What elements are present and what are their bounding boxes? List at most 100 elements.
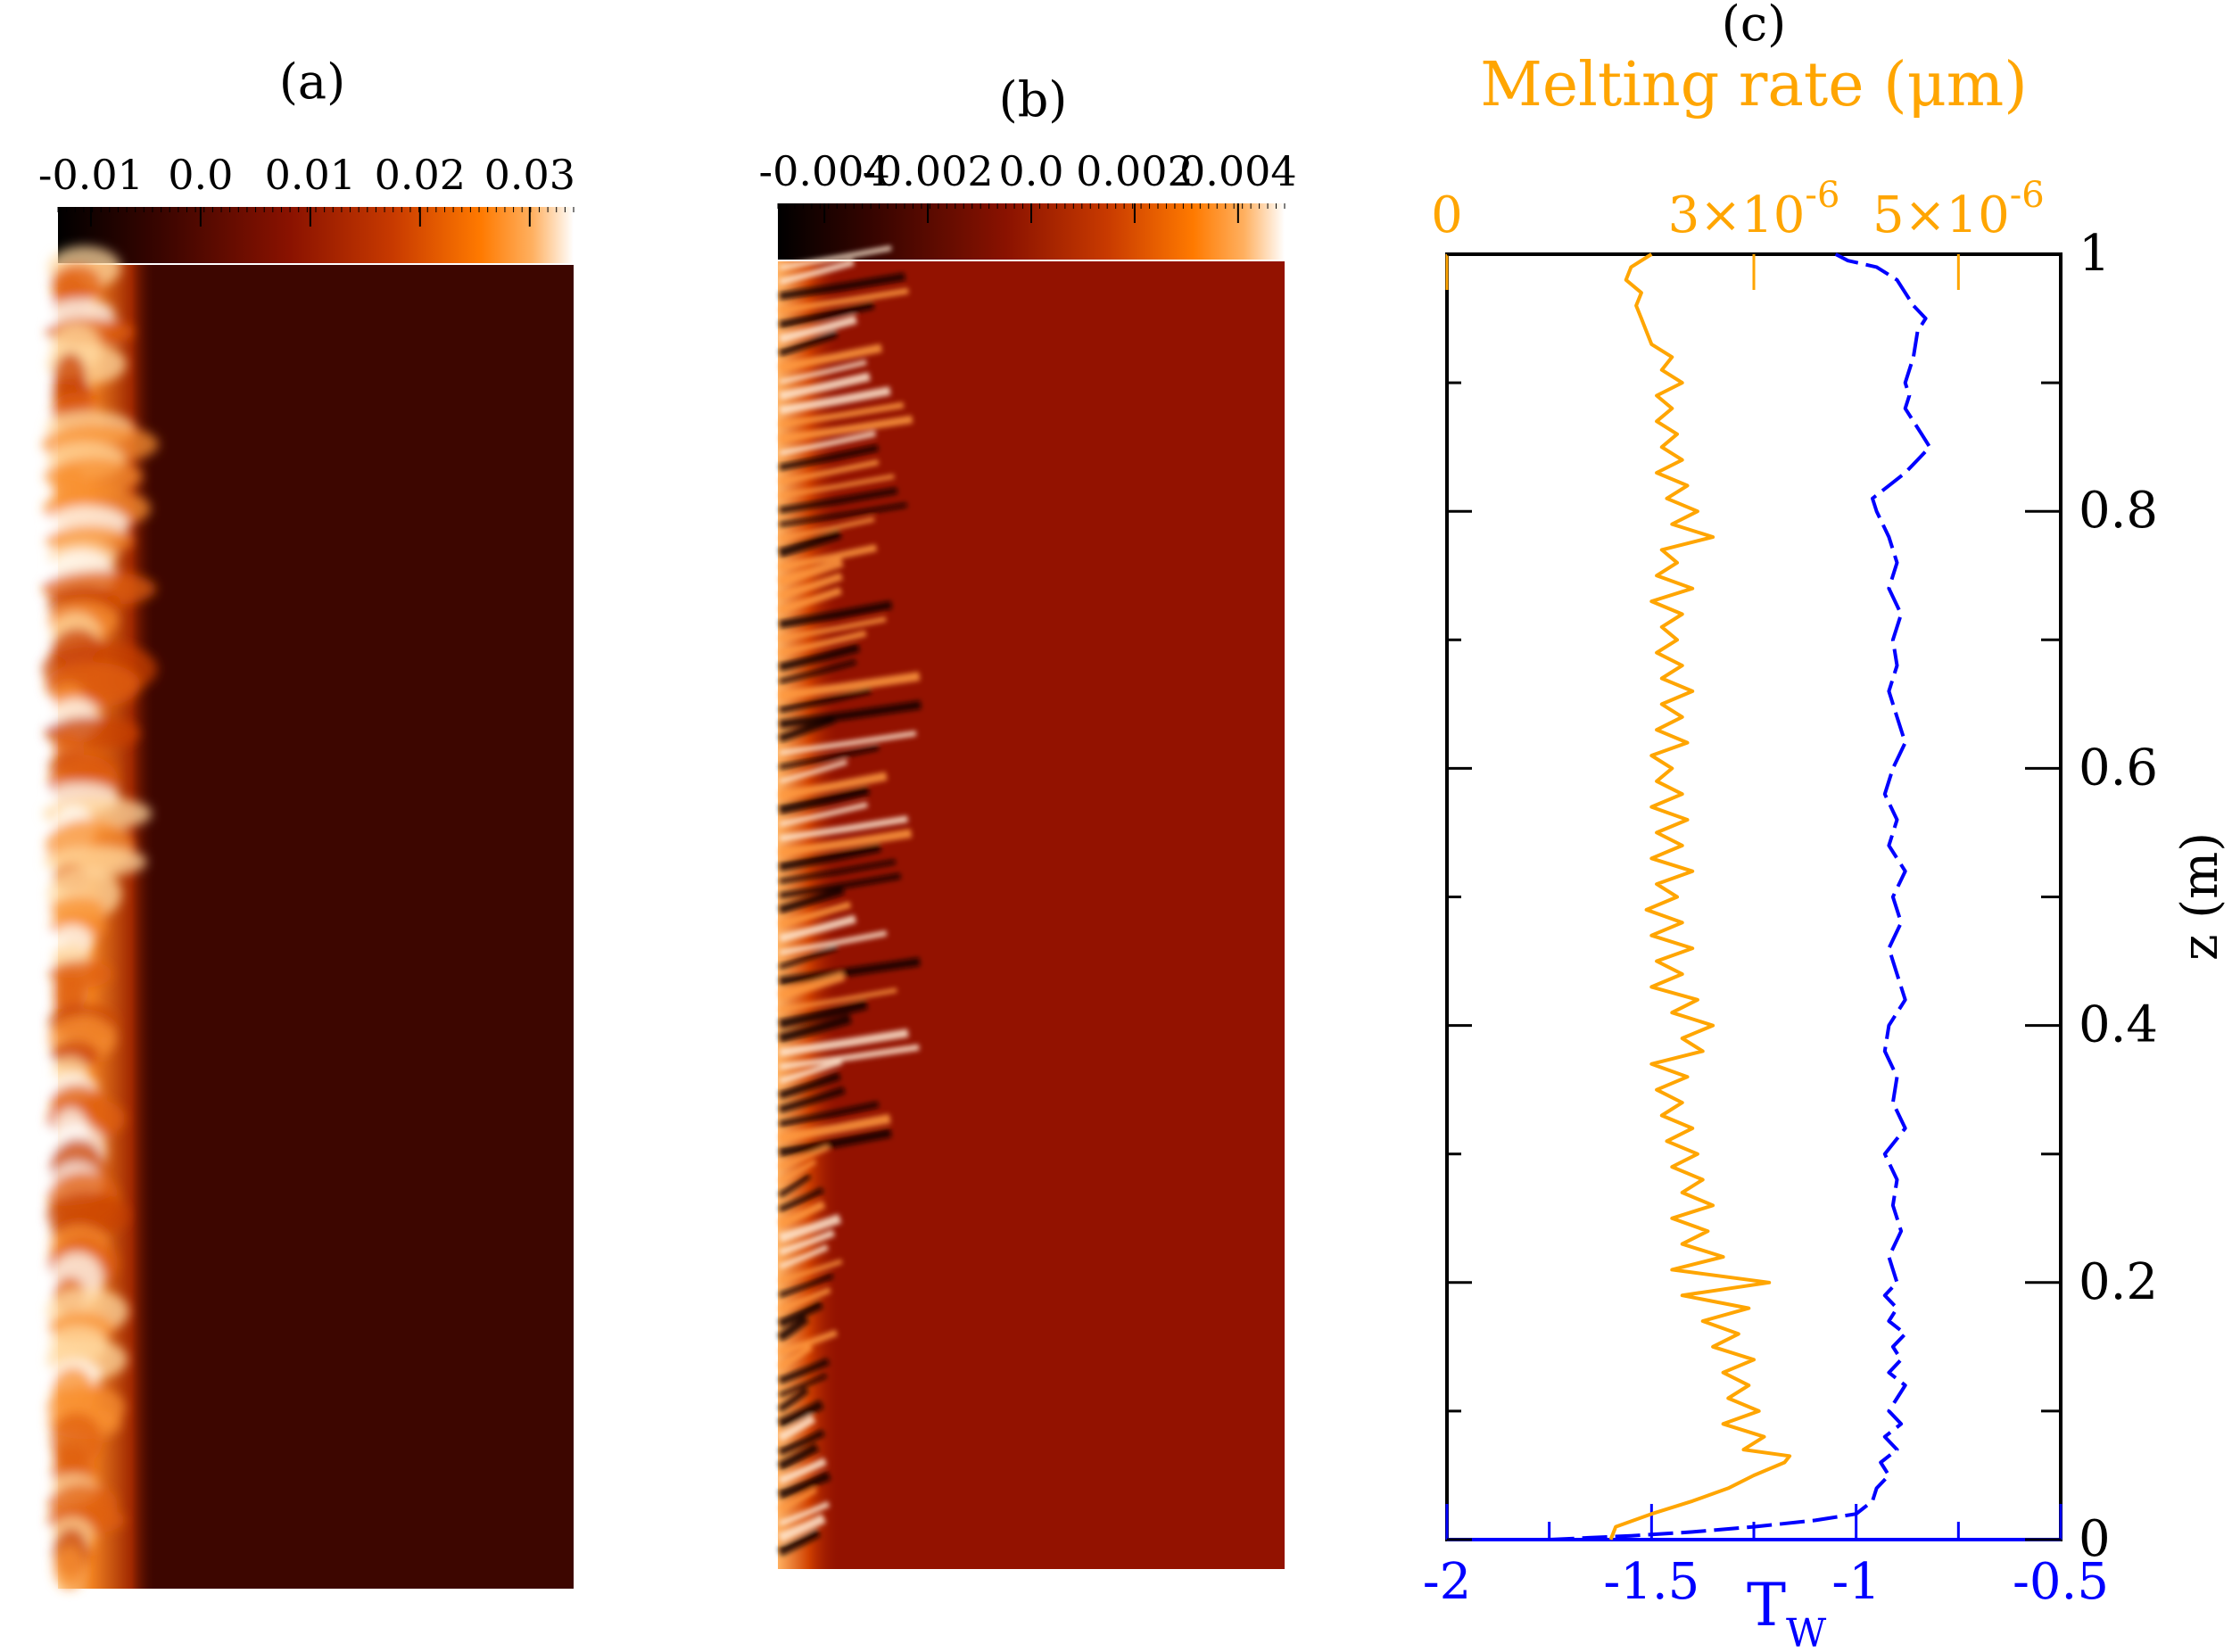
heatmap-a-wall-structures	[42, 245, 159, 1590]
top-axis-tick-base: 5×10	[1872, 186, 2010, 244]
wall-streak-b	[779, 1044, 920, 1070]
wall-streak-b	[778, 1528, 821, 1557]
wall-streak-b	[779, 859, 897, 884]
wall-streak-b	[779, 687, 872, 714]
wall-streak-b	[779, 829, 913, 857]
wall-streak-b	[779, 659, 857, 684]
wall-streak-b	[779, 516, 875, 541]
wall-streak-b	[778, 1159, 817, 1184]
wall-streak-b	[779, 287, 909, 314]
wall-streak-b	[779, 359, 867, 384]
series-wall-temperature	[1549, 252, 1932, 1541]
wall-streak-b	[779, 630, 867, 657]
right-axis-tick-label-5: 1	[2079, 225, 2111, 283]
right-axis-tick-label-2: 0.4	[2079, 996, 2158, 1054]
wall-streak-b	[778, 914, 857, 943]
wall-streak-b	[777, 1514, 826, 1542]
wall-streak-b	[779, 731, 917, 756]
wall-streak-b	[778, 714, 836, 743]
wall-streak-b	[779, 945, 839, 970]
top-axis-tick-label-2: 5×10-6	[1872, 175, 2045, 244]
wall-streak-b	[779, 301, 875, 329]
top-axis-tick-label-0: 0	[1431, 186, 1463, 244]
bottom-axis-tick-label-1: -1.5	[1603, 1553, 1699, 1611]
wall-streak-b	[779, 1373, 828, 1398]
colorbar-a-ticks: -0.01 0.0 0.01 0.02 0.03	[38, 151, 575, 227]
bottom-axis-tick-label-3: -0.5	[2013, 1553, 2109, 1611]
right-axis-tick-label-4: 0.8	[2079, 482, 2158, 540]
wall-streak-b	[779, 474, 895, 499]
wall-streak-b	[778, 1300, 823, 1328]
top-axis-tick-exp: -6	[2010, 175, 2045, 216]
wall-streak-b	[778, 1086, 846, 1113]
wall-streak-b	[779, 872, 901, 899]
wall-streak-b	[778, 1201, 826, 1227]
wall-streak-b	[779, 401, 905, 428]
bottom-axis-label-sub: W	[1786, 1611, 1827, 1652]
wall-structure-a	[54, 1547, 85, 1590]
colorbar-a-tick-label-0: -0.01	[38, 151, 144, 199]
wall-streak-b	[779, 1144, 831, 1169]
wall-streak-b	[778, 1013, 852, 1044]
wall-streak-b	[779, 1259, 843, 1284]
panel-a: (a) -0.01 0.0 0.01 0.02 0.03	[38, 54, 575, 1590]
wall-streak-b	[779, 616, 887, 641]
wall-streak-b	[778, 785, 870, 815]
wall-streak-b	[779, 459, 880, 484]
wall-streak-b	[779, 1058, 843, 1085]
wall-streak-b	[778, 999, 868, 1029]
wall-streak-b	[779, 802, 869, 827]
bottom-axis-label-main: T	[1747, 1571, 1786, 1640]
wall-streak-b	[779, 343, 883, 372]
heatmap-a	[42, 245, 574, 1590]
wall-streak-b	[778, 1287, 831, 1312]
wall-streak-b	[777, 1315, 810, 1342]
bottom-axis-ticks: -2 -1.5 -1 -0.5	[1423, 1504, 2109, 1611]
wall-streak-b	[779, 843, 881, 871]
panel-b-label: (b)	[999, 71, 1068, 128]
colorbar-a-tick-label-2: 0.01	[265, 151, 356, 199]
colorbar-a-gradient	[58, 207, 574, 263]
wall-streak-b	[778, 1500, 831, 1527]
wall-streak-b	[778, 971, 846, 1001]
wall-streak-b	[779, 487, 898, 514]
wall-streak-b	[778, 1344, 814, 1370]
colorbar-b-tick-label-3: 0.002	[1076, 147, 1194, 195]
heatmap-b	[777, 245, 1285, 1569]
plot-frame	[1445, 252, 2063, 1541]
wall-streak-b	[779, 672, 921, 700]
colorbar-a-tick-label-1: 0.0	[168, 151, 233, 199]
colorbar-a-tick-label-4: 0.03	[484, 151, 575, 199]
wall-streak-b	[778, 587, 842, 615]
wall-streak-b	[777, 1442, 820, 1471]
wall-streak-b	[779, 386, 891, 415]
wall-streak-b	[778, 1458, 827, 1484]
wall-streak-b	[779, 987, 897, 1012]
wall-streak-b	[779, 1101, 880, 1127]
top-axis-ticks: 0 3×10-6 5×10-6	[1431, 175, 2045, 290]
wall-streak-b	[779, 1273, 834, 1298]
wall-streak-b	[778, 1071, 841, 1100]
wall-streak-b	[779, 901, 852, 928]
wall-streak-b	[778, 1329, 839, 1356]
wall-streak-b	[779, 259, 855, 285]
wall-streak-b	[778, 1429, 825, 1456]
wall-streak-b	[778, 1471, 831, 1499]
panel-c: (c) Melting rate (μm) 0 3×10-6 5×10-6 -2 -1…	[1423, 0, 2229, 1652]
right-axis-tick-label-3: 0.6	[2079, 739, 2158, 797]
wall-streak-b	[779, 700, 922, 729]
top-axis-tick-label-1: 3×10-6	[1668, 175, 1840, 244]
right-axis-ticks: 0 0.2 0.4 0.6 0.8 1	[1447, 225, 2158, 1568]
top-axis-label: Melting rate (μm)	[1480, 50, 2028, 120]
colorbar-a: -0.01 0.0 0.01 0.02 0.03	[38, 151, 575, 263]
wall-streak-b	[778, 1358, 831, 1384]
wall-streak-b	[778, 1387, 810, 1413]
colorbar-b-tick-label-0: -0.004	[759, 147, 890, 195]
bottom-axis-label: T W	[1747, 1571, 1827, 1652]
right-axis-tick-label-0: 0	[2079, 1510, 2111, 1568]
wall-streak-b	[779, 502, 908, 527]
top-axis-tick-exp: -6	[1805, 175, 1839, 216]
wall-streak-b	[777, 1415, 816, 1442]
